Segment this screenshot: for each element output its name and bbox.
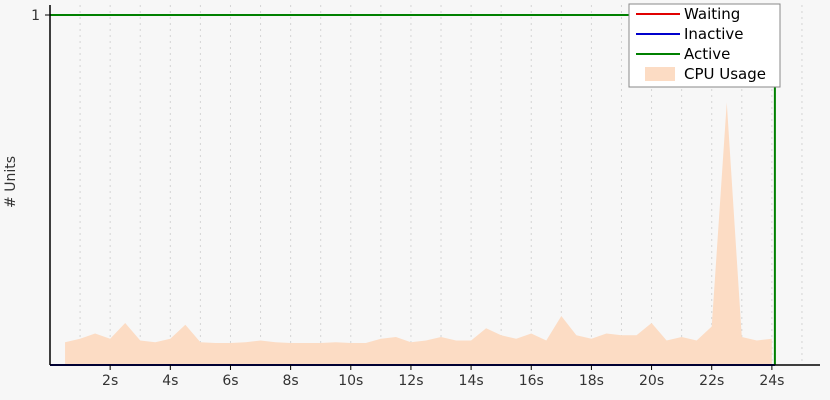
x-tick-label: 12s	[398, 373, 423, 389]
x-tick-label: 24s	[759, 373, 784, 389]
x-tick-label: 4s	[162, 373, 178, 389]
x-tick-label: 20s	[639, 373, 664, 389]
x-ticks: 2s 4s 6s 8s 10s 12s 14s 16s 18s 20s 22s 24s	[102, 365, 784, 389]
cpu-usage-area-group	[65, 102, 772, 365]
legend: Waiting Inactive Active CPU Usage	[628, 3, 781, 88]
legend-label: Active	[684, 45, 730, 63]
x-tick-label: 14s	[459, 373, 484, 389]
y-ticks: 1	[31, 8, 50, 24]
legend-label: Inactive	[684, 25, 744, 43]
axes	[49, 5, 820, 366]
x-tick-label: 10s	[338, 373, 363, 389]
x-tick-label: 18s	[579, 373, 604, 389]
x-tick-label: 16s	[519, 373, 544, 389]
x-tick-label: 22s	[699, 373, 724, 389]
grid-lines	[79, 5, 803, 365]
x-tick-label: 6s	[222, 373, 238, 389]
legend-swatch-cpu-usage	[645, 67, 675, 81]
y-tick-label: 1	[31, 8, 40, 24]
y-axis-label: # Units	[3, 156, 19, 208]
x-tick-label: 2s	[102, 373, 118, 389]
x-tick-label: 8s	[283, 373, 299, 389]
cpu-usage-area	[65, 102, 772, 365]
legend-label: CPU Usage	[684, 65, 766, 83]
legend-label: Waiting	[684, 5, 740, 23]
